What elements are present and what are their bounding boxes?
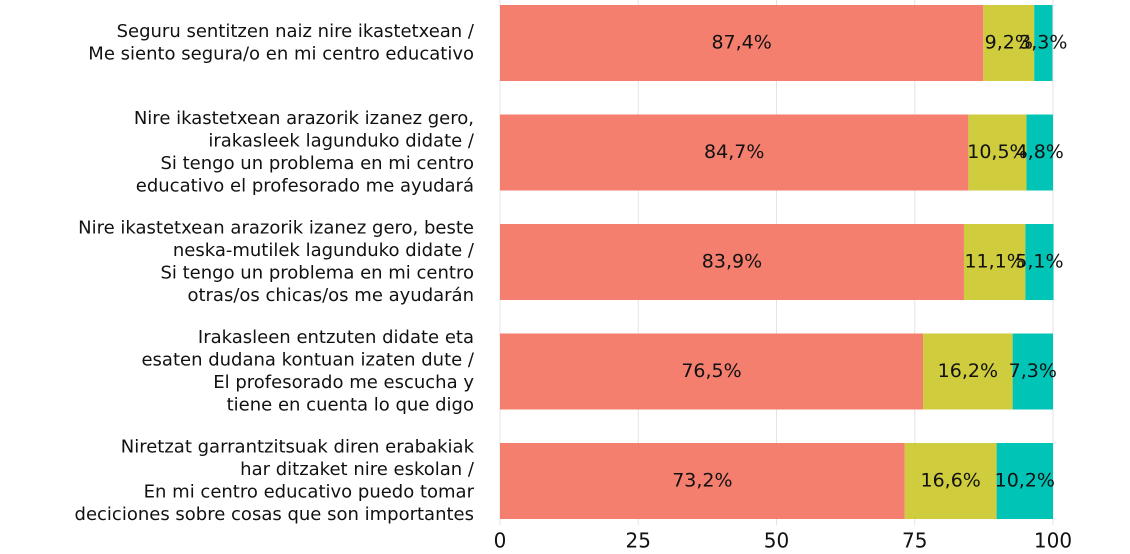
bar-segment bbox=[963, 224, 1026, 300]
category-label: tiene en cuenta lo que digo bbox=[227, 394, 474, 415]
bar-segment bbox=[968, 114, 1027, 191]
value-label: 7,3% bbox=[1009, 360, 1057, 382]
value-label: 16,6% bbox=[921, 470, 981, 492]
bar-segment bbox=[1012, 333, 1053, 410]
x-tick-label: 100 bbox=[1034, 529, 1072, 553]
value-label: 84,7% bbox=[704, 141, 764, 163]
category-label: Si tengo un problema en mi centro bbox=[160, 262, 474, 283]
category-label: deciciones sobre cosas que son important… bbox=[75, 504, 474, 525]
category-label: En mi centro educativo puedo tomar bbox=[144, 481, 475, 502]
value-label: 9,2% bbox=[985, 32, 1033, 54]
bar-segment bbox=[1025, 224, 1054, 300]
category-label: Nire ikastetxean arazorik izanez gero, b… bbox=[78, 217, 474, 238]
value-label: 10,2% bbox=[995, 470, 1055, 492]
value-label: 83,9% bbox=[702, 251, 762, 273]
category-label: irakasleek lagunduko didate / bbox=[208, 130, 475, 151]
value-label: 76,5% bbox=[681, 360, 741, 382]
category-label: El profesorado me escucha y bbox=[213, 372, 474, 393]
x-tick-label: 25 bbox=[626, 529, 651, 553]
category-label: Me siento segura/o en mi centro educativ… bbox=[88, 43, 474, 64]
value-label: 87,4% bbox=[711, 32, 771, 54]
bar-segment bbox=[983, 5, 1035, 81]
category-label: Niretzat garrantzitsuak diren erabakiak bbox=[121, 436, 475, 457]
value-label: 4,8% bbox=[1016, 141, 1064, 163]
category-label: esaten dudana kontuan izaten dute / bbox=[141, 349, 474, 370]
bar-segment bbox=[996, 443, 1053, 519]
value-label: 11,1% bbox=[964, 251, 1024, 273]
bar-segment bbox=[500, 5, 984, 81]
value-label: 16,2% bbox=[938, 360, 998, 382]
value-label: 3,3% bbox=[1019, 32, 1067, 54]
category-label: neska-mutilek lagunduko didate / bbox=[173, 240, 475, 261]
category-label: Seguru sentitzen naiz nire ikastetxean / bbox=[117, 21, 475, 42]
bar-segment bbox=[1034, 5, 1053, 81]
value-label: 73,2% bbox=[672, 470, 732, 492]
category-label: educativo el profesorado me ayudará bbox=[136, 175, 474, 196]
x-tick-label: 0 bbox=[494, 529, 507, 553]
category-label: har ditzaket nire eskolan / bbox=[240, 459, 475, 480]
category-label: Nire ikastetxean arazorik izanez gero, bbox=[134, 108, 474, 129]
bar-segment bbox=[500, 333, 924, 410]
category-label: Irakasleen entzuten didate eta bbox=[198, 327, 474, 348]
bar-segment bbox=[904, 443, 997, 519]
x-tick-label: 75 bbox=[902, 529, 927, 553]
value-label: 5,1% bbox=[1015, 251, 1063, 273]
bar-segment bbox=[923, 333, 1013, 410]
bar-segment bbox=[500, 224, 964, 300]
bar-segment bbox=[500, 443, 905, 519]
category-label: otras/os chicas/os me ayudarán bbox=[187, 285, 474, 306]
x-tick-label: 50 bbox=[764, 529, 789, 553]
category-label: Si tengo un problema en mi centro bbox=[160, 153, 474, 174]
value-label: 10,5% bbox=[967, 141, 1027, 163]
bar-segment bbox=[1026, 114, 1053, 191]
bar-segment bbox=[500, 114, 969, 191]
